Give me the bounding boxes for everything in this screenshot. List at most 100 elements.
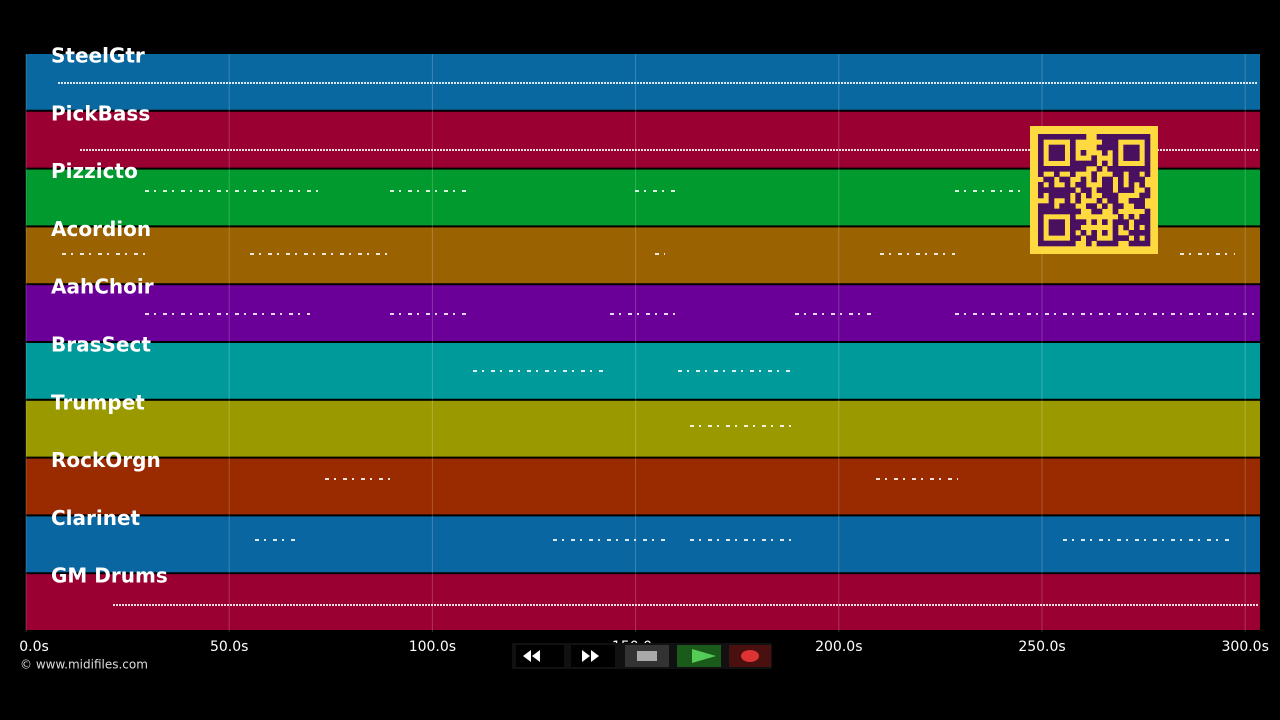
qr-module	[1118, 187, 1124, 193]
qr-module	[1128, 198, 1135, 204]
qr-module	[1102, 230, 1108, 236]
qr-module	[1112, 203, 1119, 209]
qr-module	[1144, 155, 1151, 161]
qr-module	[1048, 155, 1055, 161]
qr-module	[1064, 240, 1071, 247]
qr-module	[1134, 224, 1140, 231]
qr-module	[1038, 235, 1044, 241]
qr-module	[1118, 214, 1124, 220]
qr-module	[1070, 166, 1076, 172]
qr-module	[1080, 134, 1087, 140]
forward-button[interactable]	[571, 645, 615, 667]
qr-module	[1059, 134, 1065, 140]
track-lane	[26, 574, 1260, 631]
qr-module	[1128, 155, 1135, 161]
qr-module	[1070, 144, 1076, 151]
qr-module	[1134, 203, 1140, 209]
qr-module	[1107, 192, 1113, 199]
qr-module	[1144, 219, 1151, 225]
qr-module	[1075, 192, 1081, 199]
qr-module	[1038, 230, 1044, 236]
qr-module	[1118, 235, 1124, 241]
qr-module	[1123, 187, 1129, 193]
qr-module	[1112, 230, 1119, 236]
qr-module	[1128, 187, 1135, 193]
qr-module	[1054, 219, 1060, 225]
qr-module	[1096, 166, 1103, 172]
qr-module	[1064, 192, 1071, 199]
qr-module	[1112, 139, 1119, 145]
transport-controls	[512, 643, 772, 669]
qr-module	[1107, 198, 1113, 204]
qr-module	[1070, 230, 1076, 236]
qr-module	[1123, 134, 1129, 140]
qr-module	[1112, 208, 1119, 215]
qr-module	[1134, 198, 1140, 204]
qr-module	[1144, 171, 1151, 177]
qr-module	[1112, 160, 1119, 167]
qr-module	[1048, 224, 1055, 231]
qr-module	[1112, 171, 1119, 177]
qr-module	[1123, 219, 1129, 225]
qr-module	[1091, 235, 1097, 241]
qr-module	[1096, 240, 1103, 247]
track-name: Acordion	[51, 217, 151, 241]
time-tick-label: 100.0s	[409, 639, 456, 655]
record-button[interactable]	[729, 645, 771, 667]
qr-module	[1107, 134, 1113, 140]
qr-module	[1139, 219, 1145, 225]
qr-module	[1038, 214, 1044, 220]
qr-module	[1112, 155, 1119, 161]
qr-module	[1070, 139, 1076, 145]
track-name: Pizzicto	[51, 159, 138, 183]
qr-module	[1038, 187, 1044, 193]
qr-module	[1112, 134, 1119, 140]
qr-module	[1048, 176, 1055, 183]
qr-module	[1134, 240, 1140, 247]
qr-module	[1134, 171, 1140, 177]
qr-module	[1139, 240, 1145, 247]
track-name: Trumpet	[51, 390, 145, 414]
qr-module	[1123, 235, 1129, 241]
qr-module	[1102, 219, 1108, 225]
qr-module	[1059, 208, 1065, 215]
qr-module	[1054, 240, 1060, 247]
qr-module	[1048, 240, 1055, 247]
qr-module	[1048, 230, 1055, 236]
qr-module	[1059, 219, 1065, 225]
qr-module	[1112, 144, 1119, 151]
qr-module	[1038, 240, 1044, 247]
qr-module	[1070, 214, 1076, 220]
qr-module	[1107, 182, 1113, 188]
stop-button[interactable]	[625, 645, 669, 667]
qr-module	[1096, 144, 1103, 151]
qr-module	[1064, 198, 1071, 204]
rewind-button[interactable]	[516, 645, 564, 667]
qr-module	[1070, 155, 1076, 161]
qr-module	[1128, 166, 1135, 172]
qr-module	[1134, 235, 1140, 241]
qr-module	[1080, 219, 1087, 225]
time-tick-label: 200.0s	[815, 639, 862, 655]
qr-module	[1075, 134, 1081, 140]
qr-module	[1038, 192, 1044, 199]
qr-module	[1091, 176, 1097, 183]
track-lane	[26, 343, 1260, 400]
qr-module	[1091, 230, 1097, 236]
qr-module	[1128, 182, 1135, 188]
qr-module	[1134, 230, 1140, 236]
qr-module	[1059, 187, 1065, 193]
qr-module	[1144, 240, 1151, 247]
qr-module	[1054, 171, 1060, 177]
qr-module	[1075, 235, 1081, 241]
track-lane	[26, 400, 1260, 458]
qr-module	[1070, 219, 1076, 225]
qr-module	[1054, 224, 1060, 231]
qr-module	[1059, 150, 1065, 156]
qr-module	[1128, 240, 1135, 247]
play-button[interactable]	[677, 645, 721, 667]
qr-module	[1075, 208, 1081, 215]
qr-module	[1112, 219, 1119, 225]
qr-module	[1080, 182, 1087, 188]
